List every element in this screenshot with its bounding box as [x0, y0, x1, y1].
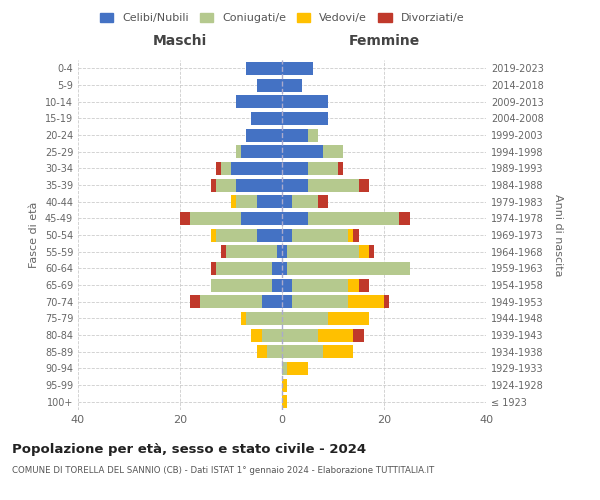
Bar [318, 195, 328, 208]
Bar [282, 262, 287, 275]
Bar [282, 278, 292, 291]
Bar [282, 212, 308, 225]
Bar [180, 212, 190, 225]
Bar [308, 178, 359, 192]
Bar [282, 378, 287, 392]
Bar [231, 195, 236, 208]
Bar [308, 162, 338, 175]
Text: Femmine: Femmine [349, 34, 419, 48]
Bar [292, 295, 349, 308]
Bar [292, 195, 318, 208]
Bar [328, 312, 369, 325]
Bar [272, 278, 282, 291]
Bar [190, 295, 200, 308]
Bar [318, 328, 353, 342]
Bar [216, 162, 221, 175]
Y-axis label: Fasce di età: Fasce di età [29, 202, 39, 268]
Bar [282, 95, 328, 108]
Legend: Celibi/Nubili, Coniugati/e, Vedovi/e, Divorziati/e: Celibi/Nubili, Coniugati/e, Vedovi/e, Di… [95, 8, 469, 28]
Bar [251, 328, 262, 342]
Bar [353, 228, 359, 241]
Bar [221, 162, 231, 175]
Bar [272, 262, 282, 275]
Bar [226, 245, 277, 258]
Y-axis label: Anni di nascita: Anni di nascita [553, 194, 563, 276]
Bar [262, 328, 282, 342]
Bar [251, 112, 282, 125]
Bar [211, 278, 272, 291]
Bar [359, 178, 369, 192]
Bar [216, 228, 257, 241]
Bar [277, 245, 282, 258]
Text: COMUNE DI TORELLA DEL SANNIO (CB) - Dati ISTAT 1° gennaio 2024 - Elaborazione TU: COMUNE DI TORELLA DEL SANNIO (CB) - Dati… [12, 466, 434, 475]
Bar [236, 95, 282, 108]
Bar [257, 195, 282, 208]
Bar [384, 295, 389, 308]
Bar [282, 128, 308, 141]
Bar [267, 345, 282, 358]
Bar [282, 162, 308, 175]
Bar [308, 128, 318, 141]
Bar [200, 295, 262, 308]
Bar [349, 278, 359, 291]
Bar [282, 78, 302, 92]
Bar [257, 345, 267, 358]
Bar [282, 178, 308, 192]
Bar [323, 345, 353, 358]
Bar [241, 312, 247, 325]
Bar [236, 145, 241, 158]
Bar [323, 145, 343, 158]
Bar [211, 228, 216, 241]
Bar [349, 295, 384, 308]
Bar [221, 245, 226, 258]
Bar [400, 212, 410, 225]
Bar [216, 178, 236, 192]
Bar [282, 245, 287, 258]
Bar [236, 178, 282, 192]
Bar [247, 62, 282, 75]
Bar [282, 112, 328, 125]
Bar [282, 312, 328, 325]
Bar [282, 195, 292, 208]
Bar [308, 212, 400, 225]
Bar [236, 195, 257, 208]
Bar [282, 328, 318, 342]
Bar [282, 228, 292, 241]
Bar [282, 345, 323, 358]
Bar [241, 212, 282, 225]
Bar [282, 295, 292, 308]
Bar [353, 328, 364, 342]
Bar [257, 228, 282, 241]
Bar [190, 212, 241, 225]
Bar [287, 262, 410, 275]
Bar [292, 228, 349, 241]
Bar [211, 178, 216, 192]
Text: Popolazione per età, sesso e stato civile - 2024: Popolazione per età, sesso e stato civil… [12, 442, 366, 456]
Bar [257, 78, 282, 92]
Bar [211, 262, 216, 275]
Bar [359, 278, 369, 291]
Bar [287, 245, 359, 258]
Bar [359, 245, 369, 258]
Bar [282, 395, 287, 408]
Bar [241, 145, 282, 158]
Bar [247, 128, 282, 141]
Bar [231, 162, 282, 175]
Bar [282, 145, 323, 158]
Bar [282, 62, 313, 75]
Bar [247, 312, 282, 325]
Bar [369, 245, 374, 258]
Bar [292, 278, 349, 291]
Bar [282, 362, 287, 375]
Bar [216, 262, 272, 275]
Bar [349, 228, 353, 241]
Bar [338, 162, 343, 175]
Bar [262, 295, 282, 308]
Text: Maschi: Maschi [153, 34, 207, 48]
Bar [287, 362, 308, 375]
